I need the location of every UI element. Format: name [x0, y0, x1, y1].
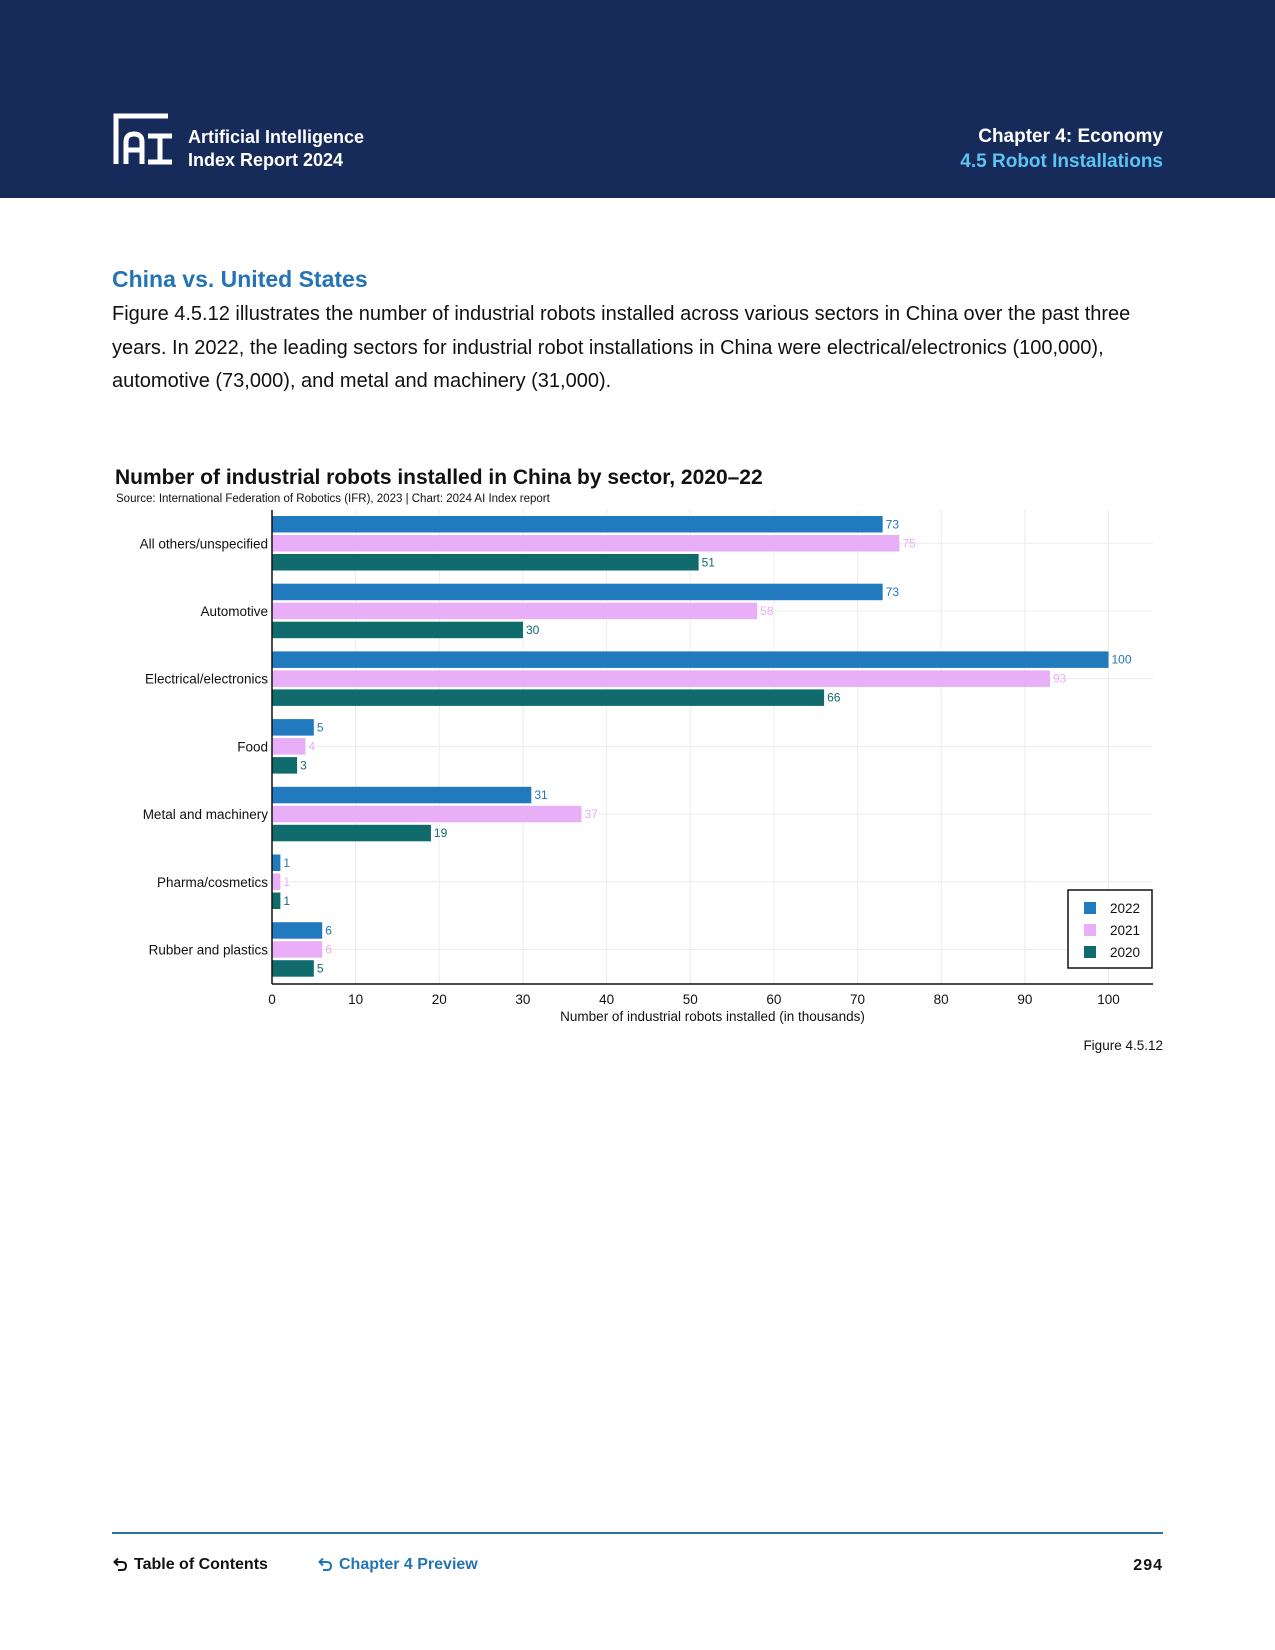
- ai-index-logo-icon: [113, 113, 172, 165]
- brand-title: Artificial Intelligence Index Report 202…: [188, 126, 364, 172]
- legend-swatch: [1084, 946, 1096, 958]
- bar: [272, 873, 281, 890]
- chapter-heading: Chapter 4: Economy 4.5 Robot Installatio…: [960, 124, 1163, 174]
- chapter-preview-link[interactable]: Chapter 4 Preview: [317, 1556, 478, 1574]
- category-label: Electrical/electronics: [145, 672, 268, 687]
- data-label: 75: [902, 536, 916, 550]
- section-subtitle: 4.5 Robot Installations: [960, 151, 1163, 172]
- data-label: 3: [300, 758, 307, 772]
- section-title: China vs. United States: [112, 266, 368, 292]
- x-tick-label: 90: [1017, 992, 1032, 1007]
- x-tick-label: 100: [1097, 992, 1120, 1007]
- bar: [272, 719, 314, 736]
- data-label: 6: [325, 942, 332, 956]
- data-label: 4: [308, 739, 315, 753]
- data-label: 66: [827, 691, 841, 705]
- x-tick-label: 30: [515, 992, 530, 1007]
- x-tick-label: 70: [850, 992, 865, 1007]
- bar: [272, 621, 523, 639]
- bar: [272, 892, 281, 909]
- category-label: Metal and machinery: [143, 807, 269, 822]
- data-label: 37: [585, 807, 599, 821]
- x-tick-label: 0: [268, 992, 276, 1007]
- legend-swatch: [1084, 902, 1096, 914]
- bar: [272, 651, 1109, 668]
- x-tick-label: 10: [348, 992, 363, 1007]
- bar: [272, 670, 1050, 687]
- brand-line-1: Artificial Intelligence: [188, 127, 365, 147]
- bar: [272, 805, 582, 823]
- category-label: All others/unspecified: [140, 536, 268, 551]
- bar: [272, 922, 323, 939]
- data-label: 51: [702, 555, 716, 569]
- data-label: 5: [317, 720, 324, 734]
- page-number: 294: [1133, 1557, 1163, 1574]
- legend-swatch: [1084, 924, 1096, 936]
- bar: [272, 535, 900, 552]
- bar: [272, 602, 758, 620]
- data-label: 100: [1112, 653, 1132, 667]
- chapter-title: Chapter 4: Economy: [978, 126, 1163, 147]
- data-label: 1: [283, 856, 290, 870]
- data-label: 30: [526, 623, 540, 637]
- chart-title: Number of industrial robots installed in…: [115, 466, 763, 489]
- category-label: Food: [237, 739, 268, 754]
- brand-line-2: Index Report 2024: [188, 150, 344, 170]
- data-label: 73: [886, 517, 900, 531]
- data-label: 1: [283, 894, 290, 908]
- chart-source: Source: International Federation of Robo…: [116, 493, 550, 505]
- table-of-contents-link[interactable]: Table of Contents: [112, 1556, 268, 1574]
- data-label: 93: [1053, 672, 1067, 686]
- legend-box: [1067, 889, 1153, 969]
- x-tick-label: 20: [432, 992, 447, 1007]
- category-label: Pharma/cosmetics: [157, 875, 268, 890]
- category-label: Rubber and plastics: [149, 942, 269, 957]
- data-label: 73: [886, 585, 900, 599]
- bar: [272, 516, 883, 533]
- bar: [272, 583, 883, 601]
- bar: [272, 941, 323, 958]
- data-label: 58: [760, 604, 774, 618]
- bar: [272, 824, 431, 842]
- footer-divider: [112, 1532, 1163, 1534]
- return-arrow-icon: [113, 1557, 128, 1571]
- x-tick-label: 80: [934, 992, 949, 1007]
- x-tick-label: 40: [599, 992, 614, 1007]
- data-label: 31: [534, 788, 548, 802]
- bar: [272, 757, 298, 774]
- x-tick-label: 60: [766, 992, 781, 1007]
- bar: [272, 689, 825, 706]
- data-label: 1: [283, 875, 290, 889]
- bar: [272, 854, 281, 871]
- page-header: Artificial Intelligence Index Report 202…: [0, 0, 1275, 198]
- category-label: Automotive: [200, 604, 268, 619]
- return-arrow-icon: [318, 1557, 333, 1571]
- data-label: 5: [317, 961, 324, 975]
- bar: [272, 738, 306, 755]
- toc-label: Table of Contents: [134, 1556, 268, 1573]
- bar: [272, 960, 314, 977]
- data-label: 19: [434, 826, 448, 840]
- legend-label: 2021: [1110, 923, 1140, 938]
- figure-label: Figure 4.5.12: [1083, 1038, 1163, 1053]
- data-label: 6: [325, 923, 332, 937]
- x-tick-label: 50: [683, 992, 698, 1007]
- bar: [272, 554, 699, 571]
- chapter-preview-label: Chapter 4 Preview: [339, 1556, 478, 1573]
- legend-label: 2020: [1110, 945, 1140, 960]
- x-axis-label: Number of industrial robots installed (i…: [560, 1009, 865, 1024]
- body-paragraph: Figure 4.5.12 illustrates the number of …: [112, 303, 1131, 392]
- legend-label: 2022: [1110, 901, 1140, 916]
- bar: [272, 786, 532, 804]
